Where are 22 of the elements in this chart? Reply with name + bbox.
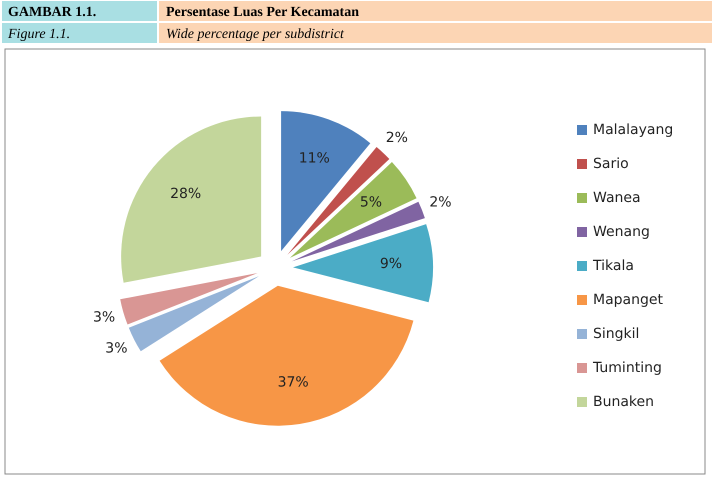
legend-label: Sario xyxy=(593,156,629,172)
text: GAMBAR 1.1. xyxy=(8,5,96,20)
data-label: 5% xyxy=(360,194,382,211)
legend-label: Wanea xyxy=(593,190,641,206)
chart-subtitle: Wide percentage per subdistrict xyxy=(166,27,346,42)
data-label: 28% xyxy=(170,186,202,202)
data-label: 9% xyxy=(380,256,402,272)
caption: Figure 1.1. xyxy=(7,27,70,42)
data-label: 3% xyxy=(105,340,128,357)
legend-label: Wenang xyxy=(593,224,650,240)
legend-label: Tuminting xyxy=(592,360,662,376)
data-label: 11% xyxy=(298,150,330,167)
data-label: 37% xyxy=(278,374,309,390)
legend-label: Bunaken xyxy=(593,394,654,410)
legend-label: Singkil xyxy=(593,326,640,342)
legend-label: Malalayang xyxy=(593,122,674,138)
chart-title: Persentase Luas Per Kecamatan xyxy=(166,5,360,20)
data-label: 2% xyxy=(429,194,452,210)
legend-label: Mapanget xyxy=(593,292,664,308)
data-label: 2% xyxy=(386,130,408,146)
legend-label: Tikala xyxy=(592,258,634,274)
data-label: 3% xyxy=(92,309,116,326)
